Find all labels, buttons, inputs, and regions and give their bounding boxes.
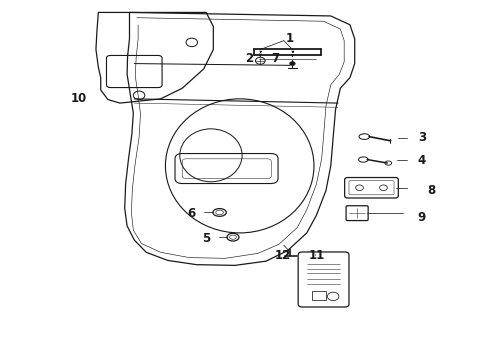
Text: 11: 11	[307, 249, 324, 262]
Text: 12: 12	[274, 249, 290, 262]
Circle shape	[289, 62, 295, 66]
Text: 2: 2	[244, 52, 253, 65]
Text: 6: 6	[187, 207, 196, 220]
Text: 4: 4	[417, 154, 425, 167]
Circle shape	[255, 57, 264, 64]
Text: 9: 9	[417, 211, 425, 224]
Text: 7: 7	[271, 52, 279, 65]
Ellipse shape	[358, 134, 369, 139]
Ellipse shape	[384, 161, 391, 165]
Ellipse shape	[212, 208, 226, 216]
Text: 5: 5	[202, 232, 210, 245]
Text: 1: 1	[285, 32, 293, 45]
Text: 10: 10	[71, 93, 87, 105]
Ellipse shape	[226, 233, 239, 241]
Bar	[311, 291, 325, 300]
Ellipse shape	[358, 157, 367, 162]
Text: 8: 8	[427, 184, 435, 197]
Text: 3: 3	[417, 131, 425, 144]
